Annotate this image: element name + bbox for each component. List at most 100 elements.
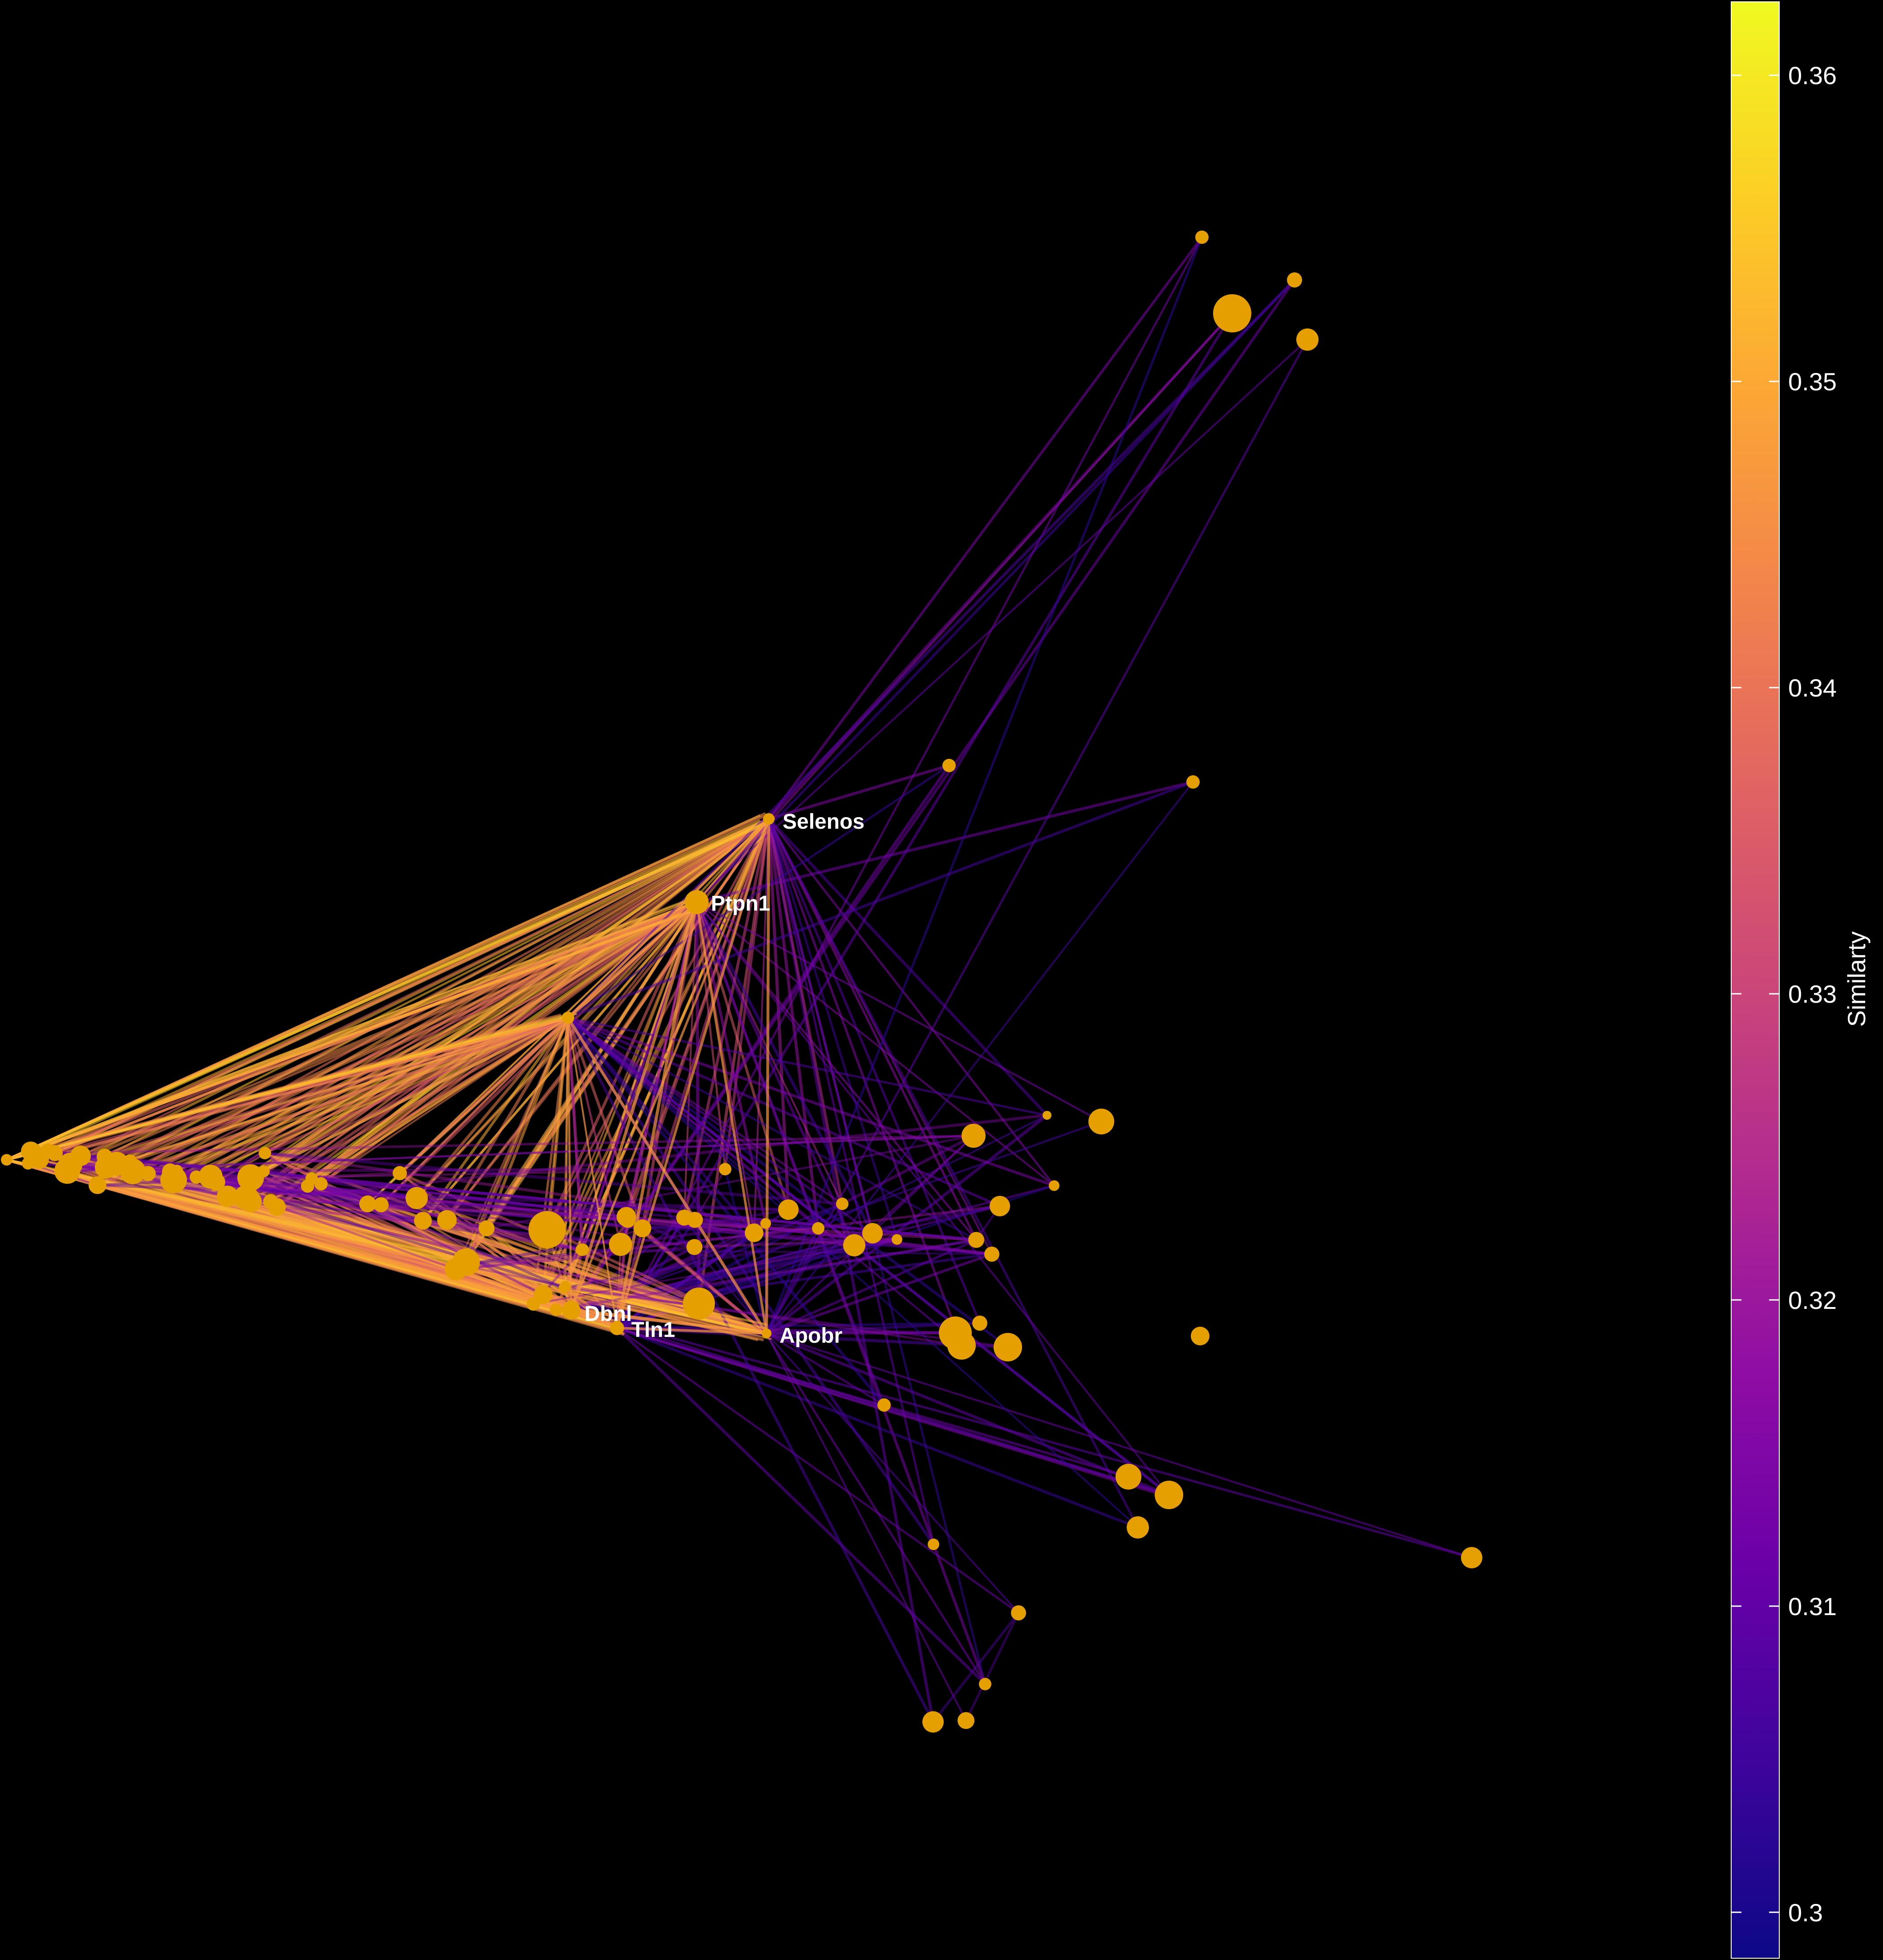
node xyxy=(217,1186,238,1207)
edge xyxy=(616,1327,986,1685)
edge xyxy=(67,1134,974,1172)
edge xyxy=(571,1309,1472,1559)
node xyxy=(1287,272,1302,288)
edge xyxy=(695,902,767,1224)
edge xyxy=(695,279,1296,903)
node-selenos xyxy=(763,813,775,825)
node xyxy=(393,1166,407,1180)
edge xyxy=(567,1017,583,1250)
node xyxy=(437,1210,457,1230)
edge xyxy=(765,818,771,1334)
edge xyxy=(626,902,698,1220)
colorbar: 0.3 0.31 0.32 0.33 0.34 0.35 0.36 Similarty xyxy=(1731,1,1871,1959)
node xyxy=(968,1232,984,1248)
node xyxy=(414,1212,432,1230)
colorbar-tick-label: 0.32 xyxy=(1788,1286,1837,1314)
colorbar-tick-label: 0.3 xyxy=(1788,1899,1823,1927)
edge xyxy=(569,901,698,1311)
colorbar-tick-label: 0.34 xyxy=(1788,674,1837,702)
edge xyxy=(532,818,770,1305)
node xyxy=(1,1154,12,1166)
edge xyxy=(6,1158,625,1335)
node xyxy=(559,1283,569,1293)
colorbar-tick-label: 0.31 xyxy=(1788,1592,1837,1620)
node xyxy=(1011,1605,1026,1620)
edge xyxy=(767,818,978,1241)
edge xyxy=(250,1016,569,1179)
colorbar-ticks: 0.3 0.31 0.32 0.33 0.34 0.35 0.36 xyxy=(1731,61,1837,1927)
edge xyxy=(841,1134,974,1206)
edge xyxy=(766,1332,885,1406)
edge xyxy=(97,1016,569,1187)
node xyxy=(359,1195,376,1212)
edge xyxy=(446,1017,569,1221)
node xyxy=(1167,1491,1181,1506)
edge xyxy=(567,818,770,1019)
edge xyxy=(264,1016,569,1154)
node xyxy=(305,1172,318,1185)
edge xyxy=(28,901,697,1165)
node xyxy=(1127,1516,1149,1539)
node xyxy=(406,1187,428,1209)
edge xyxy=(567,1017,977,1241)
edge xyxy=(461,1017,569,1266)
edge xyxy=(564,1204,1000,1290)
edge xyxy=(567,1016,1009,1349)
edge xyxy=(696,780,1193,904)
node-label-ptpn1: Ptpn1 xyxy=(711,892,770,915)
node xyxy=(812,1222,824,1235)
node-ptpn1 xyxy=(685,890,709,914)
edge xyxy=(320,1182,544,1296)
colorbar-tick-label: 0.36 xyxy=(1788,61,1837,89)
node xyxy=(687,1212,703,1228)
node xyxy=(862,1223,883,1243)
node xyxy=(633,1219,651,1237)
edge xyxy=(170,1170,855,1247)
node-label-selenos: Selenos xyxy=(783,810,864,834)
edge xyxy=(766,1332,1019,1614)
node xyxy=(745,1223,763,1242)
colorbar-title: Similarty xyxy=(1842,931,1871,1027)
edge xyxy=(571,1308,767,1335)
edge xyxy=(567,1017,1139,1528)
edge xyxy=(626,1219,768,1335)
edge xyxy=(485,1017,570,1229)
node xyxy=(97,1149,113,1165)
edge xyxy=(766,1333,967,1721)
edge xyxy=(6,814,761,1161)
edge xyxy=(264,1170,755,1234)
edge xyxy=(532,1017,569,1304)
node xyxy=(928,1539,939,1550)
edge xyxy=(6,1012,577,1161)
node xyxy=(778,1199,799,1220)
edge xyxy=(567,1017,572,1311)
edge xyxy=(696,901,1055,1187)
node-label-tln1: Tln1 xyxy=(631,1318,675,1342)
edge xyxy=(567,1016,1001,1207)
edge xyxy=(616,236,1203,1329)
node xyxy=(550,1304,562,1316)
edge xyxy=(422,901,698,1222)
edge xyxy=(311,1177,417,1200)
edge xyxy=(568,1016,1047,1117)
edge xyxy=(48,1150,321,1185)
edge xyxy=(216,1180,643,1230)
node xyxy=(70,1146,91,1166)
colorbar-gradient xyxy=(1731,1,1780,1959)
edge xyxy=(455,1246,695,1271)
edge xyxy=(415,1016,569,1199)
node xyxy=(534,1285,552,1304)
edge xyxy=(311,1177,627,1219)
edge xyxy=(767,818,981,1324)
edge xyxy=(6,1158,759,1341)
edge xyxy=(250,1176,767,1335)
node xyxy=(452,1255,471,1275)
edge xyxy=(564,1287,1008,1349)
edge xyxy=(766,1332,1472,1559)
node-apobr xyxy=(762,1328,771,1338)
node xyxy=(1043,1111,1051,1120)
node xyxy=(1088,1109,1114,1134)
node xyxy=(979,1678,991,1690)
edge xyxy=(616,312,1234,1329)
edge xyxy=(616,818,770,1328)
